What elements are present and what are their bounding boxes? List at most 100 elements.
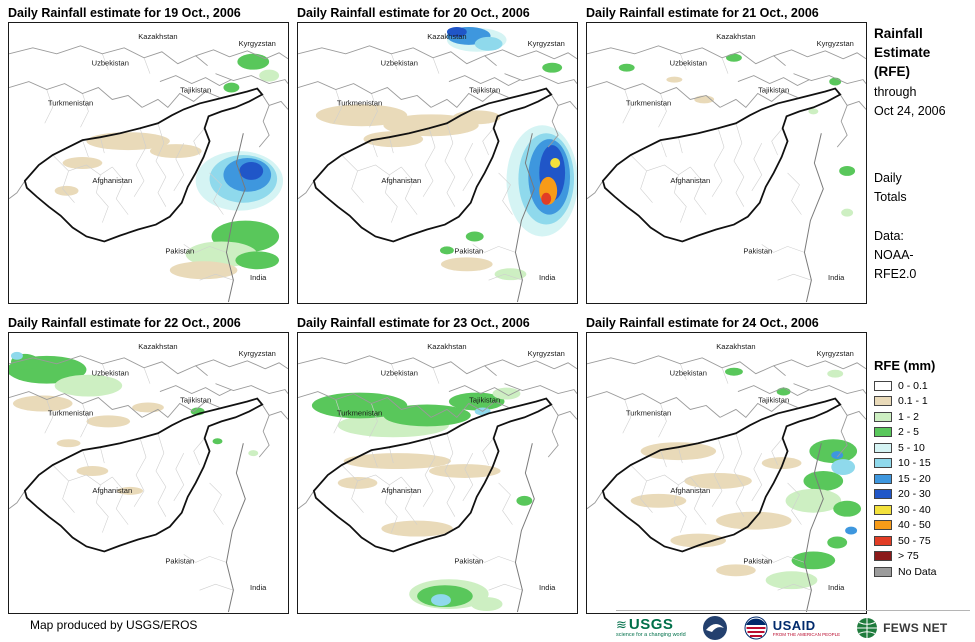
usgs-wave-icon: ≋: [616, 617, 627, 632]
country-borders: [587, 45, 866, 303]
map-20-oct: Kazakhstan Kyrgyzstan Uzbekistan Tajikis…: [297, 22, 578, 304]
label-uzbekistan: Uzbekistan: [670, 369, 707, 378]
label-uzbekistan: Uzbekistan: [381, 369, 418, 378]
legend-swatch: [874, 411, 892, 422]
usaid-logo: USAID FROM THE AMERICAN PEOPLE: [744, 616, 840, 640]
panel-title: Daily Rainfall estimate for 23 Oct., 200…: [297, 316, 530, 330]
map-panel-22-oct: Daily Rainfall estimate for 22 Oct., 200…: [8, 314, 289, 614]
legend-item: 1 - 2: [874, 409, 974, 425]
rainfall-overlay-23oct: [311, 387, 533, 612]
label-pakistan: Pakistan: [454, 556, 483, 565]
panel-title: Daily Rainfall estimate for 22 Oct., 200…: [8, 316, 241, 330]
legend-swatch: [874, 442, 892, 453]
legend-item: 0 - 0.1: [874, 378, 974, 394]
country-labels: Kazakhstan Kyrgyzstan Uzbekistan Tajikis…: [48, 342, 276, 592]
province-borders: [333, 53, 523, 281]
logos-bar: ≋ USGS science for a changing world USAI…: [616, 610, 970, 641]
rainfall-overlay-22oct: [9, 351, 259, 495]
label-uzbekistan: Uzbekistan: [381, 59, 418, 68]
label-uzbekistan: Uzbekistan: [92, 369, 129, 378]
legend-label: 0 - 0.1: [898, 379, 928, 392]
sidebar-data-line3: RFE2.0: [874, 267, 917, 281]
country-labels: Kazakhstan Kyrgyzstan Uzbekistan Tajikis…: [626, 342, 854, 592]
legend-item: 15 - 20: [874, 471, 974, 487]
sidebar-through: through: [874, 85, 917, 99]
label-pakistan: Pakistan: [165, 246, 194, 255]
label-india: India: [539, 273, 556, 282]
label-kyrgyzstan: Kyrgyzstan: [817, 349, 854, 358]
panel-title: Daily Rainfall estimate for 24 Oct., 200…: [586, 316, 819, 330]
label-india: India: [539, 583, 556, 592]
legend-label: 40 - 50: [898, 519, 931, 532]
map-23-oct: Kazakhstan Kyrgyzstan Uzbekistan Tajikis…: [297, 332, 578, 614]
legend-label: 0.1 - 1: [898, 395, 928, 408]
noaa-seal-icon: [702, 615, 727, 640]
usaid-tagline: FROM THE AMERICAN PEOPLE: [772, 631, 841, 637]
legend-label: 50 - 75: [898, 534, 931, 547]
map-credit: Map produced by USGS/EROS: [30, 618, 198, 632]
label-pakistan: Pakistan: [454, 246, 483, 255]
rainfall-overlay-20oct: [315, 26, 577, 281]
label-kazakhstan: Kazakhstan: [138, 32, 177, 41]
map-19-oct: Kazakhstan Kyrgyzstan Uzbekistan Tajikis…: [8, 22, 289, 304]
map-panel-20-oct: Daily Rainfall estimate for 20 Oct., 200…: [297, 4, 578, 304]
label-kyrgyzstan: Kyrgyzstan: [239, 39, 276, 48]
sidebar-data-line1: Data:: [874, 229, 904, 243]
rainfall-map: Kazakhstan Kyrgyzstan Uzbekistan Tajikis…: [9, 342, 288, 613]
legend-label: 20 - 30: [898, 488, 931, 501]
label-turkmenistan: Turkmenistan: [337, 98, 382, 107]
label-kazakhstan: Kazakhstan: [427, 32, 466, 41]
legend-label: 15 - 20: [898, 472, 931, 485]
label-india: India: [250, 273, 267, 282]
legend-swatch: [874, 504, 892, 515]
label-kyrgyzstan: Kyrgyzstan: [239, 349, 276, 358]
legend-item: 5 - 10: [874, 440, 974, 456]
label-kazakhstan: Kazakhstan: [427, 342, 466, 351]
legend-item: 50 - 75: [874, 533, 974, 549]
sidebar-totals-line2: Totals: [874, 190, 907, 204]
legend-label: 10 - 15: [898, 457, 931, 470]
sidebar-title-line3: (RFE): [874, 64, 910, 79]
map-panel-23-oct: Daily Rainfall estimate for 23 Oct., 200…: [297, 314, 578, 614]
country-borders: [9, 355, 288, 613]
map-21-oct: Kazakhstan Kyrgyzstan Uzbekistan Tajikis…: [586, 22, 867, 304]
map-panel-24-oct: Daily Rainfall estimate for 24 Oct., 200…: [586, 314, 867, 614]
legend-swatch: [874, 380, 892, 391]
usgs-tagline: science for a changing world: [616, 632, 686, 638]
legend: RFE (mm) 0 - 0.1 0.1 - 1 1 - 2 2 - 5 5 -…: [874, 358, 974, 580]
legend-swatch: [874, 473, 892, 484]
country-borders: [298, 45, 577, 303]
label-turkmenistan: Turkmenistan: [48, 408, 93, 417]
legend-label: 2 - 5: [898, 426, 920, 439]
afghanistan-outline: [601, 87, 842, 243]
label-afghanistan: Afghanistan: [381, 176, 421, 185]
fewsnet-logo: FEWS NET: [856, 617, 947, 639]
label-afghanistan: Afghanistan: [92, 486, 132, 495]
legend-item: 30 - 40: [874, 502, 974, 518]
rainfall-map: Kazakhstan Kyrgyzstan Uzbekistan Tajikis…: [9, 32, 288, 303]
country-labels: Kazakhstan Kyrgyzstan Uzbekistan Tajikis…: [337, 342, 565, 592]
rainfall-map: Kazakhstan Kyrgyzstan Uzbekistan Tajikis…: [298, 342, 577, 613]
sidebar-date: Oct 24, 2006: [874, 104, 946, 118]
label-tajikistan: Tajikistan: [180, 396, 211, 405]
label-kyrgyzstan: Kyrgyzstan: [817, 39, 854, 48]
panel-title: Daily Rainfall estimate for 20 Oct., 200…: [297, 6, 530, 20]
label-kyrgyzstan: Kyrgyzstan: [528, 39, 565, 48]
afghanistan-outline: [312, 397, 553, 553]
afghanistan-outline: [23, 397, 264, 553]
sidebar-totals-line1: Daily: [874, 171, 902, 185]
afghanistan-outline: [23, 87, 264, 243]
legend-label: 30 - 40: [898, 503, 931, 516]
noaa-logo: [702, 615, 728, 641]
usaid-seal-icon: [744, 616, 768, 639]
label-turkmenistan: Turkmenistan: [626, 408, 671, 417]
map-22-oct: Kazakhstan Kyrgyzstan Uzbekistan Tajikis…: [8, 332, 289, 614]
label-uzbekistan: Uzbekistan: [670, 59, 707, 68]
rainfall-overlay-19oct: [54, 53, 284, 280]
legend-item: 2 - 5: [874, 425, 974, 441]
label-kyrgyzstan: Kyrgyzstan: [528, 349, 565, 358]
legend-swatch: [874, 458, 892, 469]
label-afghanistan: Afghanistan: [92, 176, 132, 185]
panel-title: Daily Rainfall estimate for 19 Oct., 200…: [8, 6, 241, 20]
